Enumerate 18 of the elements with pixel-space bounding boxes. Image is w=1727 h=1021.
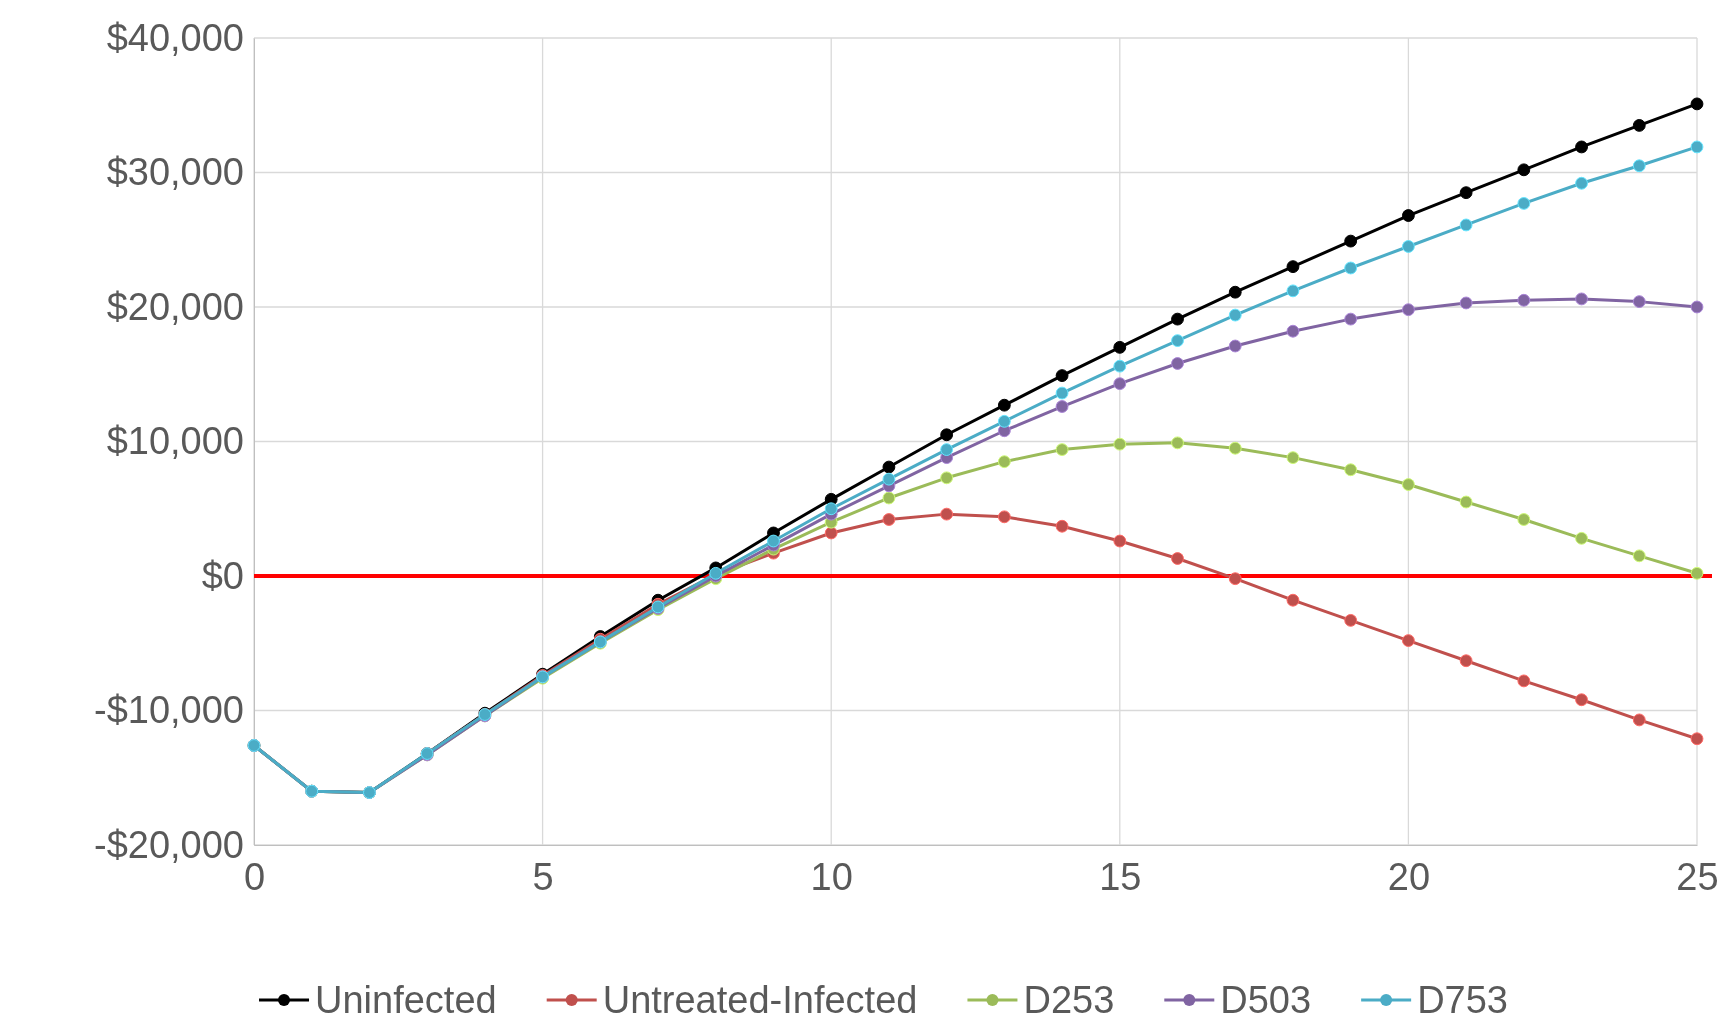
x-tick-label: 20 — [1387, 855, 1431, 898]
y-tick-label: $10,000 — [106, 420, 244, 463]
x-tick-label: 25 — [1676, 855, 1719, 898]
y-tick-label: $0 — [201, 554, 244, 597]
legend-label: D253 — [1023, 979, 1115, 1021]
y-tick-label: -$10,000 — [93, 689, 244, 732]
legend-label: Untreated-Infected — [602, 979, 918, 1021]
x-tick-label: 10 — [810, 855, 853, 898]
y-tick-label: $20,000 — [106, 285, 244, 328]
y-tick-label: $30,000 — [106, 151, 244, 194]
legend-label: Uninfected — [315, 979, 497, 1021]
x-tick-label: 15 — [1099, 855, 1142, 898]
legend-label: D753 — [1417, 979, 1508, 1021]
y-tick-label: $40,000 — [106, 16, 244, 59]
x-tick-label: 0 — [243, 855, 266, 898]
x-tick-label: 5 — [532, 855, 554, 898]
legend-label: D503 — [1220, 979, 1312, 1021]
y-tick-label: -$20,000 — [93, 823, 244, 866]
